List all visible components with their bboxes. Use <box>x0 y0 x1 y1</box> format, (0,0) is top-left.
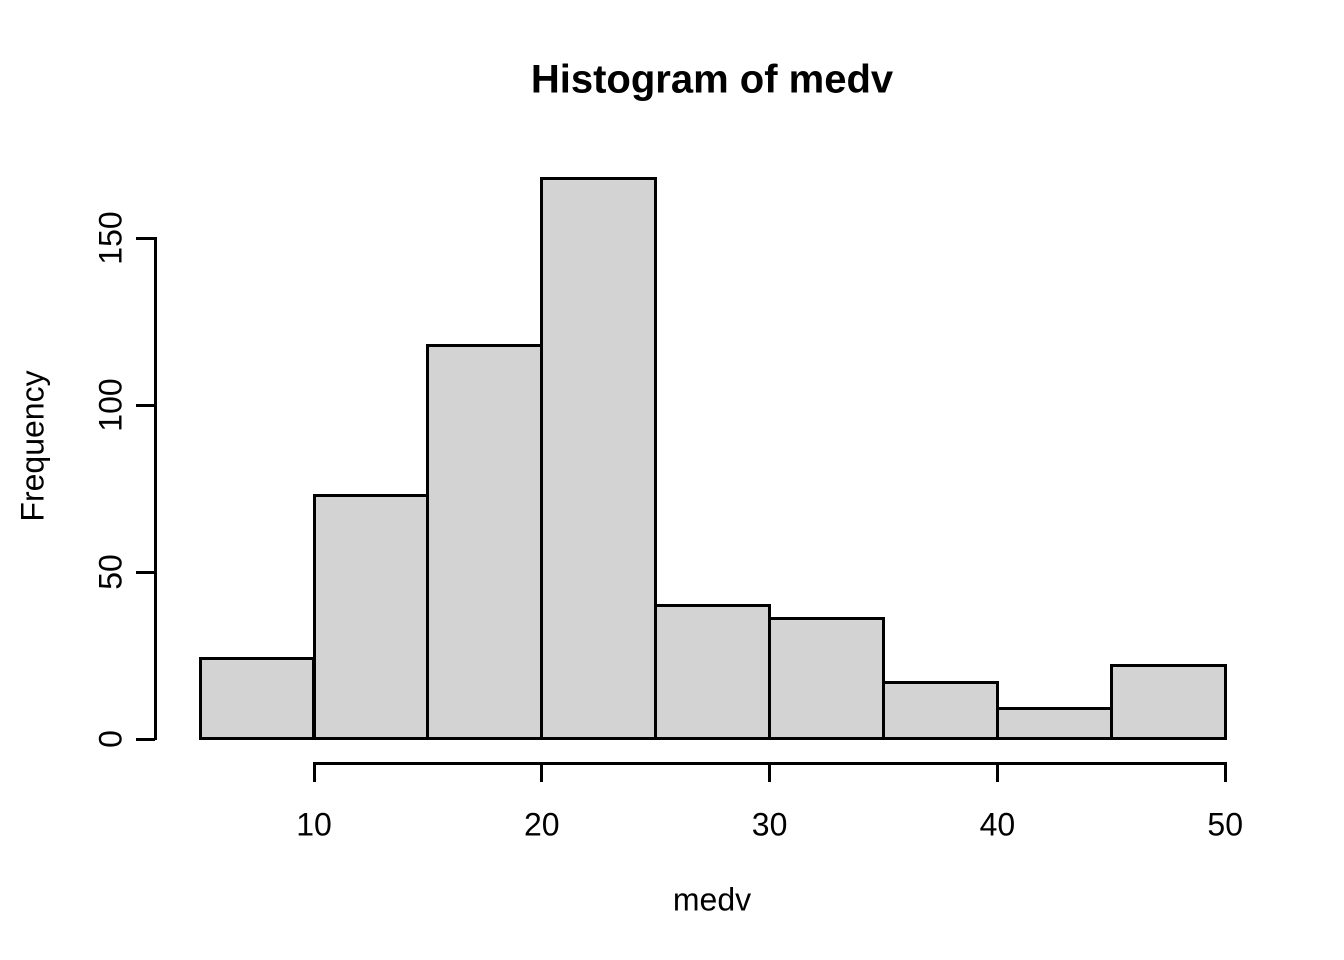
x-tick-label: 30 <box>751 806 788 843</box>
y-tick-label: 0 <box>92 730 129 748</box>
histogram-bar <box>768 617 885 741</box>
y-axis-tick <box>136 403 155 407</box>
x-axis-tick <box>312 763 316 782</box>
x-tick-label: 10 <box>296 806 332 843</box>
x-axis-tick <box>768 763 772 782</box>
x-tick-label: 40 <box>979 806 1016 843</box>
histogram-bar <box>654 604 772 741</box>
histogram-bar <box>995 707 1113 741</box>
y-tick-label: 150 <box>92 211 129 266</box>
x-axis-tick <box>995 763 999 782</box>
histogram-bar <box>198 657 316 741</box>
y-tick-label: 50 <box>92 554 129 590</box>
y-axis-tick <box>136 737 155 741</box>
x-tick-label: 20 <box>524 806 560 843</box>
histogram-bar <box>312 493 430 741</box>
x-tick-label: 50 <box>1207 806 1243 843</box>
y-tick-label: 100 <box>92 378 129 432</box>
histogram-bar <box>882 680 999 741</box>
histogram-bar <box>426 343 544 741</box>
histogram-bar <box>1109 664 1227 741</box>
y-axis-tick <box>136 570 155 574</box>
chart-title: Histogram of medv <box>530 57 894 102</box>
y-axis-title: Frequency <box>14 370 51 522</box>
x-axis-title: medv <box>672 881 752 918</box>
x-axis-tick <box>540 763 544 782</box>
x-axis-tick <box>1223 763 1227 782</box>
y-axis-tick <box>136 236 155 240</box>
histogram-bar <box>540 176 658 741</box>
y-axis-line <box>153 236 157 741</box>
